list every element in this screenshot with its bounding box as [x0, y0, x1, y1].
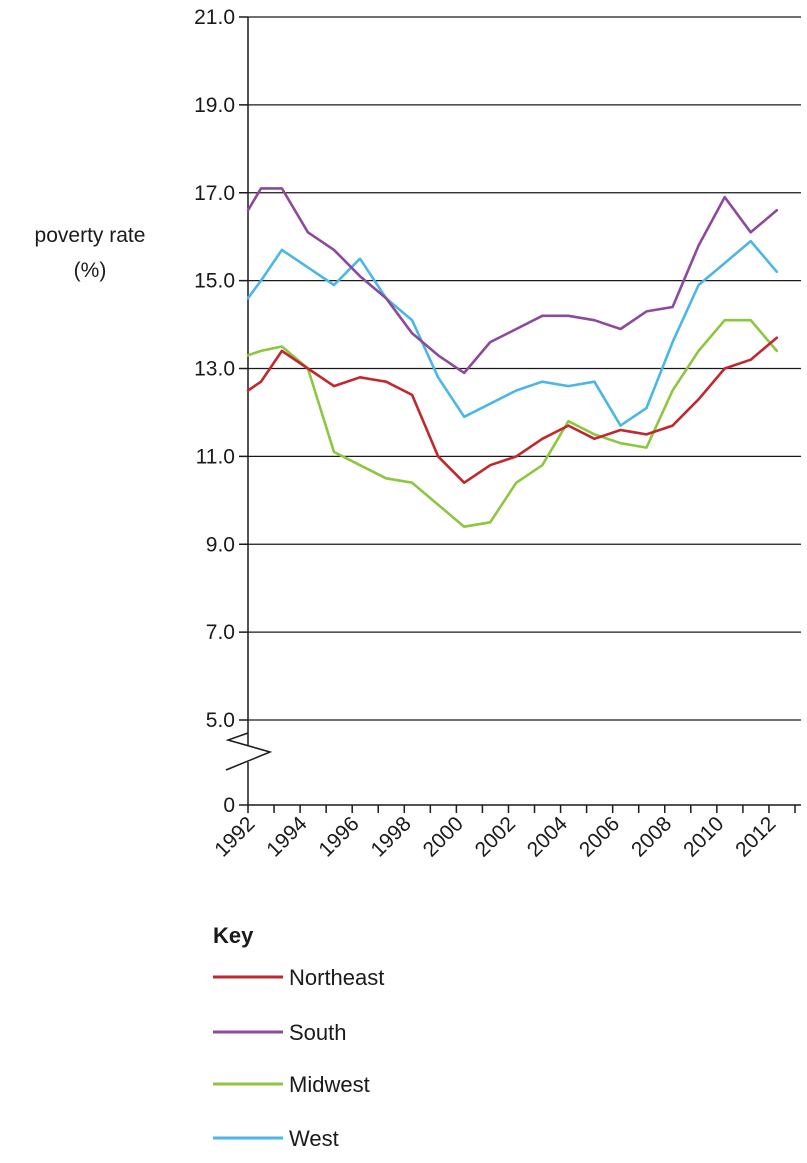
series-lines	[246, 187, 779, 529]
x-tick-label: 2002	[471, 812, 520, 861]
x-tick-label: 2004	[523, 812, 573, 862]
x-tick-label: 2008	[627, 812, 676, 861]
legend-label-west: West	[289, 1126, 339, 1151]
legend-label-midwest: Midwest	[289, 1072, 370, 1097]
x-tick-label: 1992	[210, 812, 259, 861]
y-tick-label: 11.0	[196, 445, 235, 468]
series-line-northeast	[246, 336, 779, 485]
legend-title: Key	[213, 923, 254, 948]
x-tick-label: 2012	[731, 812, 780, 861]
y-axis-label-line-2: (%)	[74, 259, 107, 282]
series-line-west	[246, 239, 779, 427]
axis-break-zigzag	[225, 732, 273, 771]
x-tick-label: 1994	[262, 812, 312, 862]
y-tick-label: 19.0	[194, 94, 235, 117]
y-tick-label: 9.0	[206, 533, 235, 556]
y-tick-label: 0	[223, 794, 235, 817]
y-tick-label: 7.0	[206, 621, 235, 644]
series-line-midwest	[246, 318, 779, 529]
y-axis-label: poverty rate (%)	[35, 224, 146, 282]
x-tick-label: 1998	[367, 812, 416, 861]
y-axis-label-line-1: poverty rate	[35, 224, 146, 247]
y-tick-label: 13.0	[194, 358, 235, 381]
x-tick-label: 2006	[575, 812, 624, 861]
series-line-south	[246, 187, 779, 375]
legend: Key Northeast South Midwest West	[213, 923, 384, 1151]
legend-label-northeast: Northeast	[289, 965, 384, 990]
x-tick-label: 2010	[679, 812, 728, 861]
gridlines	[248, 16, 801, 721]
y-tick-label: 15.0	[194, 270, 235, 293]
y-tick-label: 17.0	[194, 182, 235, 205]
x-tick-label: 1996	[314, 812, 363, 861]
legend-label-south: South	[289, 1020, 347, 1045]
y-tick-label: 5.0	[206, 709, 235, 732]
y-tick-label: 21.0	[194, 6, 235, 29]
x-tick-label: 2000	[419, 812, 468, 861]
